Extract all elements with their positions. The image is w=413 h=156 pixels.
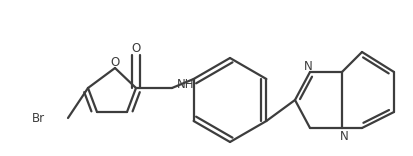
Text: Br: Br [31, 112, 45, 124]
Text: N: N [304, 61, 312, 73]
Text: N: N [339, 129, 349, 142]
Text: NH: NH [177, 78, 195, 92]
Text: O: O [110, 56, 120, 68]
Text: O: O [131, 42, 140, 56]
